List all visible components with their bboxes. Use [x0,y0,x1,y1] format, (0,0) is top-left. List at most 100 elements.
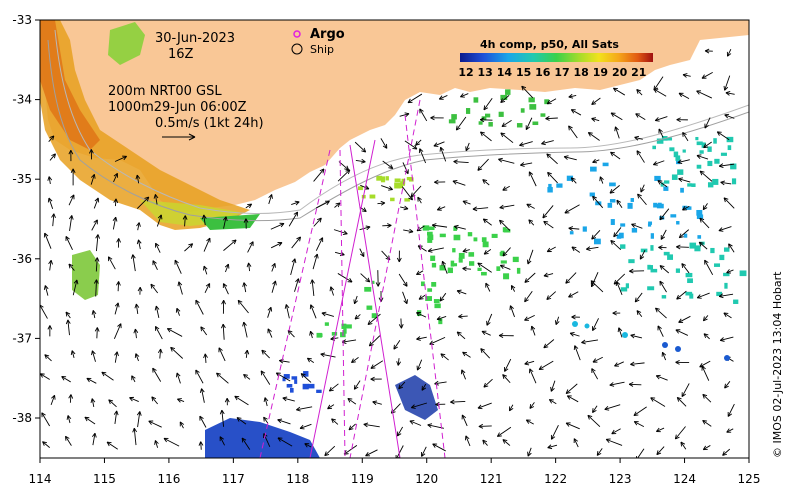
vector-head [659,280,664,286]
current-vector [114,302,119,315]
vector-head [696,294,702,299]
vector-head [525,419,531,424]
vector-head [571,246,577,252]
current-vector [67,415,71,424]
vector-head [660,235,666,240]
vector-head [348,425,354,431]
vector-head [725,91,731,96]
current-vector [363,423,380,428]
current-vector [655,307,667,319]
current-vector [630,362,645,365]
current-vector [565,422,580,430]
sst-pixel [710,247,715,254]
vector-head [596,451,602,456]
vector-head [206,237,211,243]
current-vector [176,372,181,384]
vector-head [393,344,398,350]
vector-head [653,88,659,93]
current-vector [465,435,471,447]
plot-frame [39,19,750,459]
colorbar-tick-label: 17 [554,66,569,79]
current-vector [437,206,446,211]
vector-head [482,179,488,184]
sst-pixel [627,202,633,209]
vector-head [432,443,438,448]
sst-pixel [394,182,401,189]
sst-pixel [731,178,737,185]
vector-head [361,147,367,153]
vector-head [630,361,635,367]
track-dashed-4 [404,114,446,458]
sst-pixel [438,318,443,325]
current-vector [148,420,162,428]
current-vector [509,305,515,318]
vector-head [565,389,571,394]
current-vector [225,263,229,273]
current-vector [465,142,470,152]
vector-head [277,437,283,442]
sst-pixel [316,389,322,393]
vector-head [480,131,485,137]
vector-head [247,203,253,209]
vector-head [530,325,536,331]
current-vector [567,395,579,403]
current-vector [658,128,664,138]
current-vector [133,428,137,446]
colorbar-tick-label: 15 [516,66,531,79]
colorbar-ticks: 12 13 14 15 16 17 18 19 20 21 [458,66,646,79]
current-vector [150,283,159,294]
current-vector [574,345,581,361]
x-tick-label: 118 [286,472,309,486]
sst-pixel [685,206,692,210]
vector-head [201,214,207,220]
vector-head [148,420,154,425]
credit-text: © IMOS 02-Jul-2023 13:04 Hobart [771,271,784,458]
vector-head [107,256,113,262]
current-vector [462,267,472,270]
sst-pixel [385,176,389,181]
sst-pixel [714,263,721,267]
current-vector [223,283,229,295]
current-vector [260,370,271,385]
colorbar [460,53,653,62]
vector-head [659,215,665,221]
current-vector [520,162,533,166]
sst-pixel [669,147,675,152]
vector-head [409,420,415,425]
vector-head [317,217,322,223]
current-vector [184,215,186,227]
vector-head [636,89,642,94]
sst-pixel [452,263,458,267]
vector-head [573,345,579,351]
current-vector [416,359,423,371]
vector-head [199,388,205,393]
vector-head [565,422,571,427]
vector-head [635,113,641,118]
current-vector [591,368,599,380]
vector-head [412,144,418,150]
scale-arrow [162,133,196,141]
vector-head [380,200,386,206]
vector-head [324,451,330,457]
current-vector [393,339,401,350]
sst-pixel [447,267,453,274]
current-vector [650,397,666,407]
current-vector [477,158,489,171]
current-vector [726,428,734,433]
vector-head [48,259,53,265]
current-vector [609,185,620,194]
vector-head [367,320,373,326]
current-vector [636,310,643,318]
sst-pixel [394,178,401,183]
current-vector [586,246,599,250]
vector-head [704,48,710,54]
sst-pixel [431,262,437,268]
current-vector [499,204,515,209]
sst-pixel [699,150,704,154]
current-vector [155,326,163,340]
sst-pixel [733,299,739,304]
argo-legend-label: Argo [310,27,345,42]
sst-pixel [478,121,483,125]
sst-pixel [544,99,550,105]
current-vector [659,280,667,293]
